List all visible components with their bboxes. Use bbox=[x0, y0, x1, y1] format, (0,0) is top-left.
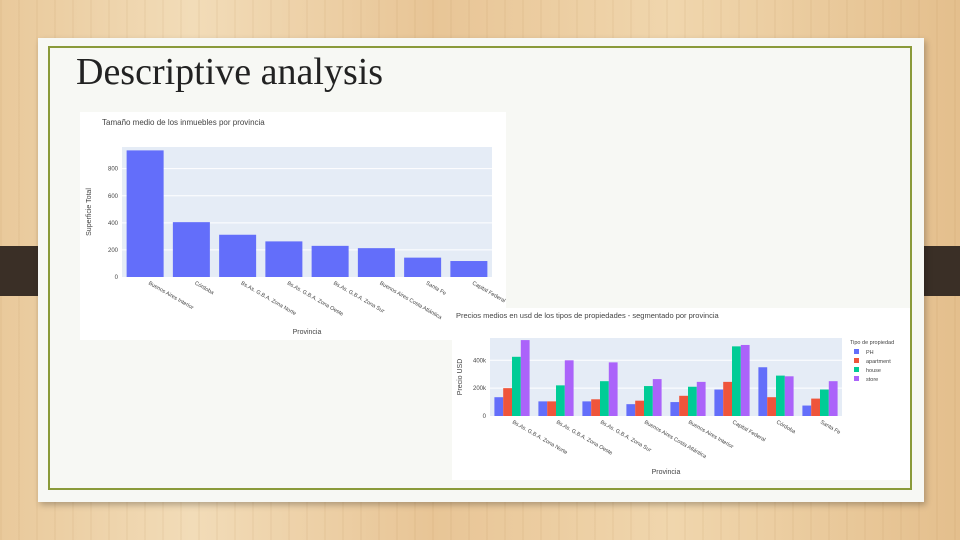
chart1-ytick-label: 0 bbox=[115, 275, 119, 281]
chart2-bar-ph bbox=[626, 404, 636, 416]
chart1-bar bbox=[450, 261, 488, 277]
chart2-bar-house bbox=[644, 386, 653, 416]
chart2-bar-apartment bbox=[767, 397, 776, 416]
chart2-bar-store bbox=[652, 379, 662, 416]
chart1-yaxis-label: Superficie Total bbox=[86, 188, 93, 236]
chart2-legend-swatch bbox=[854, 367, 859, 372]
chart1-bar bbox=[172, 222, 210, 277]
chart2-bar-house bbox=[600, 381, 609, 416]
chart2-bar-house bbox=[688, 386, 697, 416]
chart2-bar-apartment bbox=[811, 398, 820, 416]
chart2-ytick-label: 0 bbox=[483, 414, 487, 420]
chart-superficie-por-provincia: Tamaño medio de los inmuebles por provin… bbox=[86, 118, 506, 336]
chart1-xaxis-label: Provincia bbox=[293, 329, 322, 336]
chart1-bar bbox=[126, 150, 164, 277]
chart1-bar bbox=[404, 257, 442, 277]
chart2-bar-ph bbox=[494, 397, 504, 416]
chart1-ytick-label: 200 bbox=[108, 248, 119, 254]
chart2-bar-house bbox=[512, 356, 521, 416]
chart-precios-por-tipo: Precios medios en usd de los tipos de pr… bbox=[456, 311, 894, 476]
chart2-bar-ph bbox=[714, 389, 724, 416]
chart2-xtick-label: Buenos Aires Interior bbox=[687, 420, 734, 451]
chart1-bar bbox=[219, 234, 257, 277]
chart2-bar-house bbox=[776, 375, 785, 416]
chart2-ytick-label: 200k bbox=[473, 386, 487, 392]
chart2-bar-store bbox=[740, 344, 750, 416]
chart2-bar-house bbox=[732, 346, 741, 416]
chart2-bar-store bbox=[520, 340, 530, 416]
chart1-bar bbox=[265, 241, 303, 277]
chart2-bar-apartment bbox=[547, 401, 556, 416]
slide: Descriptive analysis Tamaño medio de los… bbox=[38, 38, 924, 502]
chart2-bar-house bbox=[820, 389, 829, 416]
chart2-bar-store bbox=[784, 376, 794, 416]
chart2-ytick-label: 400k bbox=[473, 358, 487, 364]
slide-title: Descriptive analysis bbox=[76, 51, 384, 93]
chart2-bar-store bbox=[564, 360, 574, 416]
chart2-xaxis-label: Provincia bbox=[652, 469, 681, 476]
chart1-bar bbox=[311, 245, 349, 277]
chart2-bar-apartment bbox=[591, 399, 600, 416]
chart2-bar-ph bbox=[802, 405, 812, 416]
chart2-bar-house bbox=[556, 385, 565, 416]
chart2-bar-store bbox=[696, 381, 706, 416]
chart2-yaxis-label: Precio USD bbox=[457, 359, 464, 396]
chart2-legend-item: store bbox=[866, 377, 878, 383]
chart1-xtick-label: Córdoba bbox=[193, 281, 215, 297]
chart1-xtick-label: Capital Federal bbox=[471, 281, 506, 305]
chart2-bar-ph bbox=[758, 367, 768, 416]
chart2-xtick-label: Santa Fe bbox=[819, 420, 841, 436]
chart2-bar-apartment bbox=[503, 388, 512, 416]
chart2-bar-ph bbox=[670, 402, 680, 416]
chart2-bar-apartment bbox=[635, 400, 644, 416]
chart2-bar-apartment bbox=[679, 395, 688, 416]
chart1-bar bbox=[357, 248, 395, 277]
chart2-legend-swatch bbox=[854, 349, 859, 354]
chart2-legend-item: house bbox=[866, 368, 881, 374]
chart2-xtick-label: Capital Federal bbox=[731, 420, 766, 444]
chart2-legend-swatch bbox=[854, 376, 859, 381]
chart1-ytick-label: 800 bbox=[108, 167, 119, 173]
chart2-panel: Precios medios en usd de los tipos de pr… bbox=[452, 308, 910, 480]
chart1-xtick-label: Santa Fe bbox=[425, 281, 447, 297]
chart2-bar-store bbox=[828, 381, 838, 416]
chart2-legend-item: apartment bbox=[866, 359, 891, 365]
chart2-title: Precios medios en usd de los tipos de pr… bbox=[456, 311, 719, 320]
chart2-legend-swatch bbox=[854, 358, 859, 363]
chart2-bar-ph bbox=[582, 401, 592, 416]
chart2-legend-title: Tipo de propiedad bbox=[850, 340, 894, 346]
chart1-xtick-label: Buenos Aires Interior bbox=[147, 281, 194, 312]
chart1-ytick-label: 600 bbox=[108, 194, 119, 200]
chart2-xtick-label: Córdoba bbox=[775, 420, 797, 436]
chart1-panel: Tamaño medio de los inmuebles por provin… bbox=[80, 112, 506, 340]
chart1-title: Tamaño medio de los inmuebles por provin… bbox=[102, 118, 265, 127]
chart2-legend-item: PH bbox=[866, 350, 874, 356]
chart2-bar-store bbox=[608, 362, 618, 416]
chart2-bar-ph bbox=[538, 401, 548, 416]
chart1-ytick-label: 400 bbox=[108, 221, 119, 227]
slide-frame bbox=[48, 46, 912, 490]
chart2-bar-apartment bbox=[723, 381, 732, 416]
